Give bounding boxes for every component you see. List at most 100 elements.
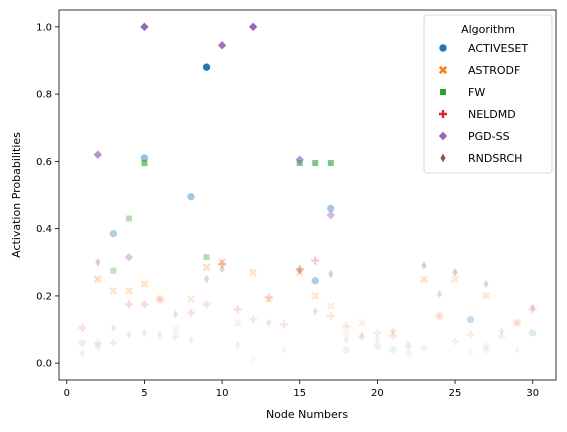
data-point-rndsrch [343, 335, 349, 344]
data-point-astrodf [419, 274, 429, 284]
data-point-rndsrch [436, 290, 443, 299]
data-point-neldmd [171, 332, 180, 341]
axes-layer: 0 5 10 15 20 25 30 0.0 0.2 0.4 0.6 0.8 1.0 [36, 22, 539, 399]
data-point-rndsrch [421, 261, 427, 270]
data-point-astrodf [311, 291, 320, 301]
data-point-activeset [373, 342, 382, 351]
y-tick-label: 0.6 [36, 157, 52, 168]
data-point-fw [312, 160, 319, 167]
data-point-neldmd [187, 308, 196, 317]
y-tick-label: 0.2 [36, 291, 52, 302]
data-point-rndsrch [297, 266, 303, 275]
data-point-neldmd [419, 344, 428, 353]
points-layer [77, 22, 538, 365]
y-tick-label: 1.0 [36, 22, 52, 33]
x-tick-label: 0 [64, 388, 70, 399]
data-point-rndsrch [405, 340, 412, 349]
data-point-neldmd [342, 322, 351, 331]
data-point-rndsrch [390, 327, 396, 336]
data-point-activeset [186, 192, 196, 201]
data-point-activeset [109, 229, 118, 238]
data-point-rndsrch [530, 303, 536, 312]
data-point-astrodf [109, 286, 118, 295]
data-point-neldmd [435, 312, 444, 321]
data-point-fw [125, 215, 132, 222]
data-point-neldmd [249, 315, 258, 324]
x-tick-label: 20 [371, 388, 384, 399]
data-point-fw [141, 160, 148, 167]
data-point-neldmd [373, 328, 382, 337]
legend-marker-rndsrch [440, 153, 446, 163]
data-point-neldmd [93, 339, 102, 347]
data-point-activeset [404, 348, 413, 358]
data-point-rndsrch [219, 264, 225, 274]
data-point-neldmd [326, 312, 335, 321]
data-point-fw [203, 254, 210, 261]
data-point-rndsrch [452, 268, 458, 277]
data-point-neldmd [155, 295, 164, 304]
data-point-activeset [93, 342, 103, 351]
data-point-astrodf [171, 325, 180, 334]
data-point-astrodf [481, 291, 491, 301]
data-point-rndsrch [172, 310, 179, 319]
data-point-astrodf [233, 318, 242, 327]
data-point-rndsrch [328, 269, 334, 279]
data-point-astrodf [264, 295, 273, 304]
data-point-neldmd [202, 300, 211, 309]
data-point-rndsrch [110, 323, 116, 333]
data-point-activeset [388, 345, 398, 355]
data-point-neldmd [264, 293, 273, 302]
data-point-activeset [326, 204, 336, 213]
data-point-astrodf [342, 328, 351, 338]
data-point-rndsrch [483, 279, 489, 289]
x-axis-label: Node Numbers [266, 408, 348, 421]
data-point-pgd-ss [248, 22, 258, 32]
data-point-neldmd [124, 300, 133, 309]
data-point-astrodf [450, 274, 460, 284]
data-point-activeset [528, 328, 538, 338]
legend-marker-astrodf [438, 65, 448, 75]
data-point-neldmd [404, 342, 413, 351]
data-point-astrodf [93, 274, 102, 284]
data-point-neldmd [528, 305, 537, 314]
legend: Algorithm ACTIVESET ASTRODF FW NELDMD PGD-SS… [423, 14, 553, 174]
data-point-rndsrch [235, 340, 241, 349]
data-point-neldmd [280, 320, 289, 329]
legend-label-neldmd: NELDMD [468, 108, 516, 121]
x-tick-label: 5 [141, 388, 147, 399]
plot-frame [58, 9, 557, 381]
data-point-neldmd [513, 318, 522, 327]
data-point-neldmd [357, 332, 366, 341]
data-point-pgd-ss [326, 210, 335, 220]
data-point-neldmd [295, 265, 304, 273]
data-point-neldmd [311, 256, 320, 265]
data-point-neldmd [233, 305, 242, 314]
data-point-rndsrch [266, 318, 272, 328]
data-point-rndsrch [79, 348, 85, 358]
y-axis-label: Activation Probabilities [10, 132, 23, 258]
data-point-neldmd [218, 259, 227, 268]
data-point-rndsrch [126, 330, 132, 339]
data-point-astrodf [217, 258, 227, 267]
data-point-rndsrch [374, 335, 380, 344]
data-point-astrodf [124, 286, 134, 295]
data-point-neldmd [109, 339, 118, 347]
data-point-astrodf [295, 268, 304, 277]
legend-marker-fw [440, 89, 446, 95]
data-point-rndsrch [312, 306, 318, 316]
data-point-rndsrch [95, 258, 101, 267]
data-point-neldmd [451, 337, 460, 346]
data-point-activeset [466, 315, 475, 324]
data-point-fw [327, 160, 334, 167]
legend-marker-activeset [438, 43, 448, 53]
data-point-astrodf [140, 280, 149, 289]
data-point-rndsrch [514, 345, 520, 354]
data-point-astrodf [155, 295, 165, 304]
data-point-pgd-ss [217, 41, 227, 50]
data-point-neldmd [388, 332, 397, 341]
data-point-neldmd [497, 332, 506, 341]
data-point-astrodf [388, 328, 398, 338]
data-point-pgd-ss [93, 150, 103, 159]
data-point-neldmd [140, 300, 149, 309]
